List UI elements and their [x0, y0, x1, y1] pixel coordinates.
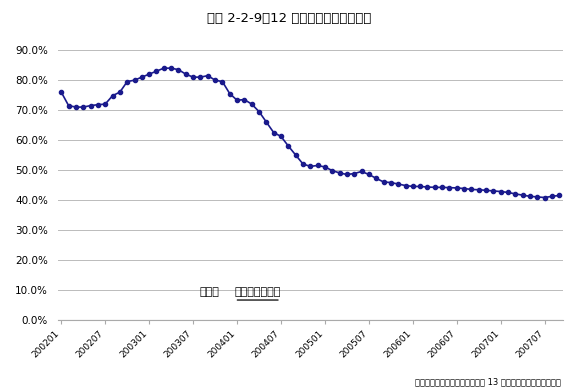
Text: ブログ開設時期: ブログ開設時期 — [235, 287, 281, 297]
Text: 図表 2-2-9　12 ヶ月更新継続率の推移: 図表 2-2-9 12 ヶ月更新継続率の推移 — [207, 12, 371, 25]
Text: 注：補正を行った更新継続率の 13 か月移動平均値を示した。: 注：補正を行った更新継続率の 13 か月移動平均値を示した。 — [415, 377, 561, 386]
Text: 横軸：: 横軸： — [199, 287, 219, 297]
